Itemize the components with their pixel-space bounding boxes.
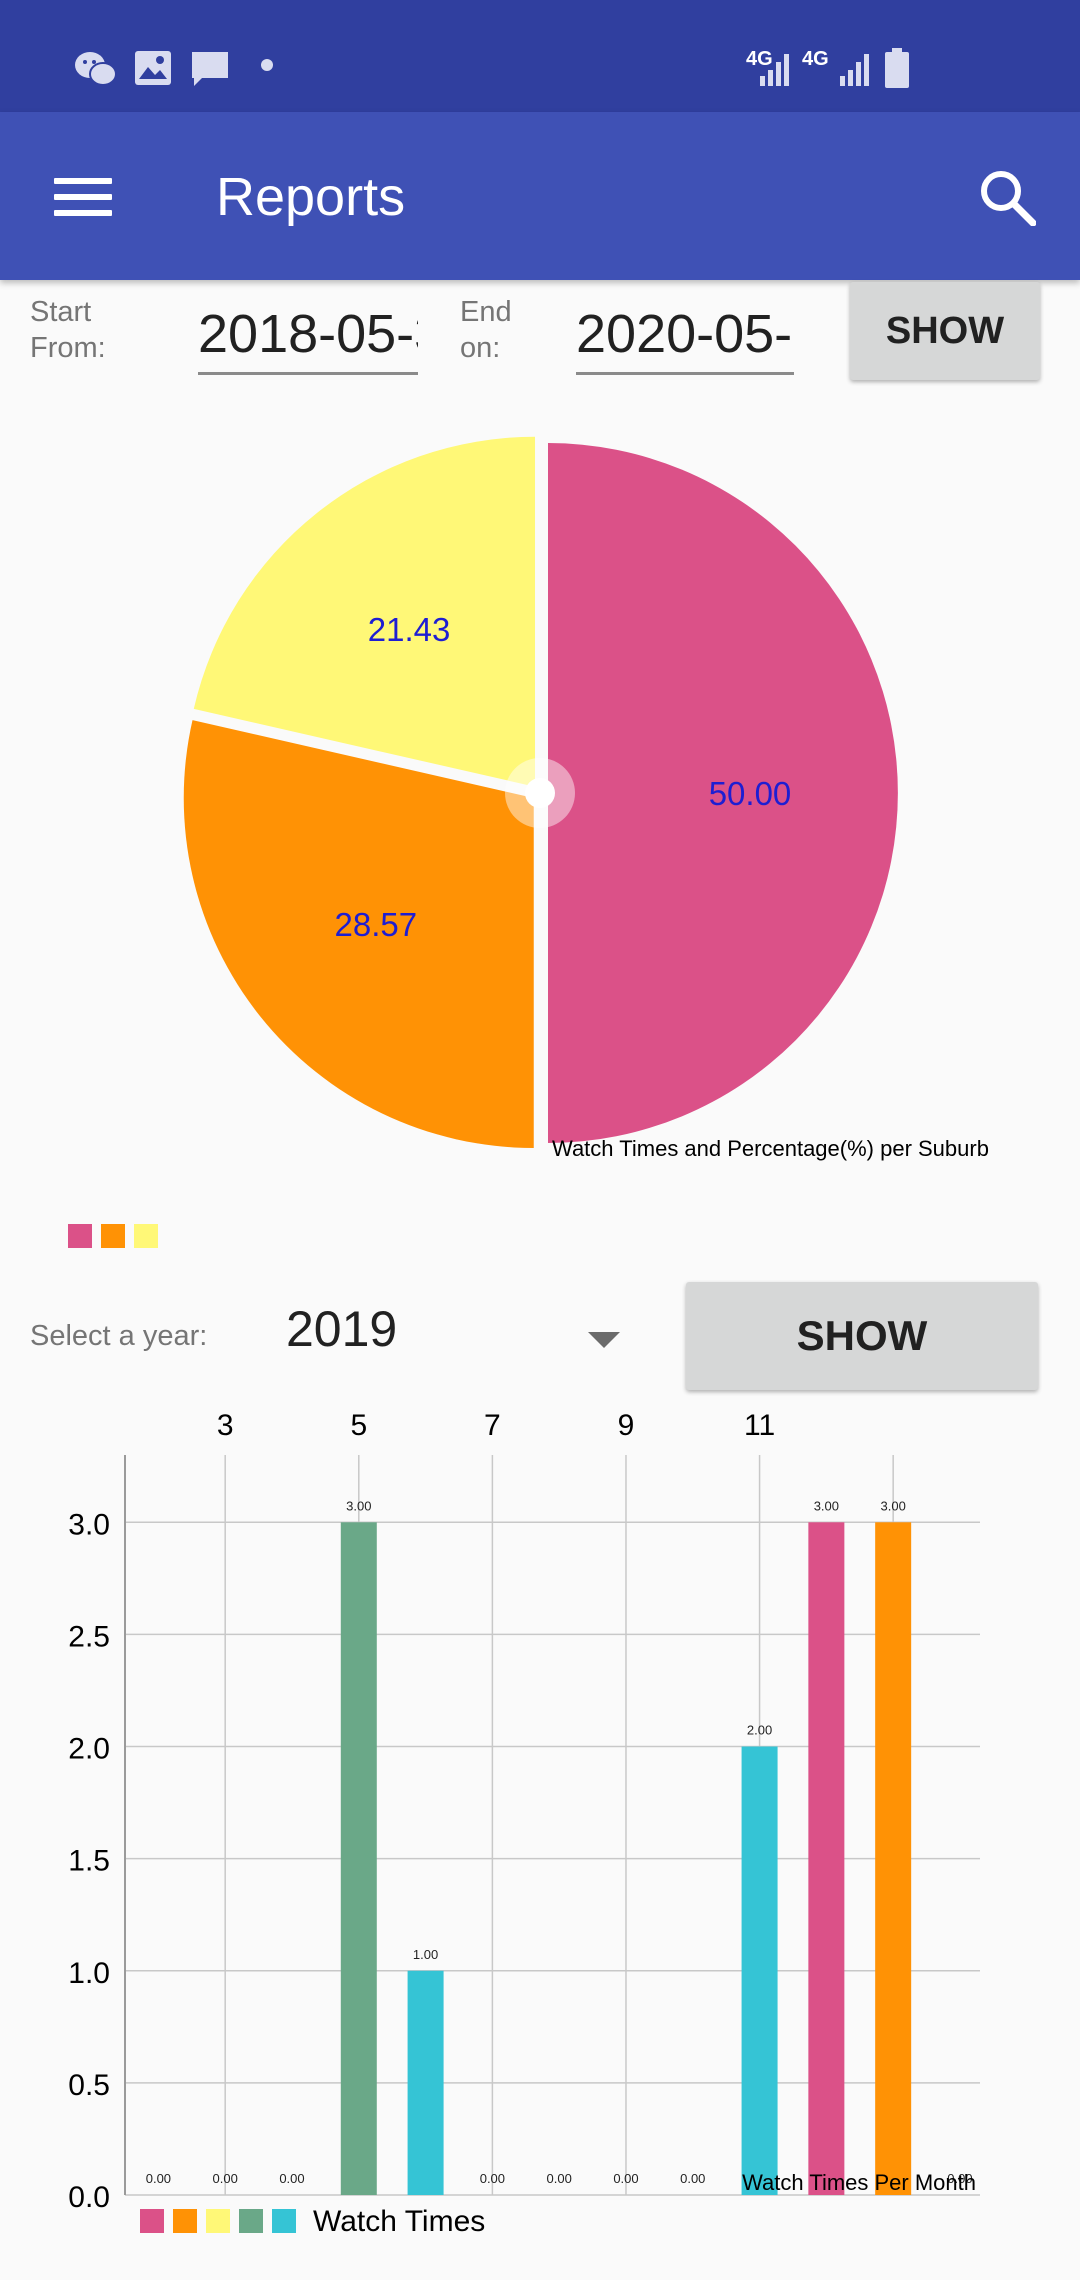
pie-slice[interactable] bbox=[183, 720, 534, 1148]
bar[interactable] bbox=[741, 1746, 778, 2195]
app-bar: Reports bbox=[0, 112, 1080, 280]
y-tick-label: 3.0 bbox=[68, 1508, 110, 1541]
y-tick-label: 0.0 bbox=[68, 2181, 110, 2214]
bar-value-label: 0.00 bbox=[279, 2171, 304, 2186]
network-type-1: 4G bbox=[746, 48, 773, 70]
y-tick-label: 2.5 bbox=[68, 1620, 110, 1653]
pie-slice[interactable] bbox=[548, 443, 898, 1143]
pie-slice[interactable] bbox=[193, 436, 536, 787]
pie-slice-label: 50.00 bbox=[709, 775, 792, 812]
message-icon bbox=[192, 52, 228, 86]
bar-chart-title: Watch Times Per Month bbox=[742, 2170, 976, 2195]
status-bar: 4G 4G bbox=[0, 0, 1080, 112]
chevron-down-icon[interactable] bbox=[588, 1332, 620, 1348]
network-type-2: 4G bbox=[802, 48, 829, 70]
bar-legend-label: Watch Times bbox=[313, 2205, 485, 2238]
legend-swatch bbox=[272, 2209, 296, 2233]
end-date-label: End on: bbox=[460, 296, 512, 364]
bar-value-label: 1.00 bbox=[413, 1947, 438, 1962]
bar[interactable] bbox=[808, 1522, 845, 2195]
start-date-input[interactable]: 2018-05-31 bbox=[198, 296, 418, 375]
bar-value-label: 0.00 bbox=[213, 2171, 238, 2186]
gallery-icon bbox=[135, 51, 171, 85]
pie-legend bbox=[68, 1224, 167, 1250]
wechat-icon bbox=[75, 52, 117, 86]
bar-value-label: 0.00 bbox=[146, 2171, 171, 2186]
legend-swatch bbox=[173, 2209, 197, 2233]
legend-swatch bbox=[239, 2209, 263, 2233]
legend-swatch bbox=[101, 1224, 125, 1248]
dot-icon bbox=[261, 59, 273, 71]
menu-icon[interactable] bbox=[54, 178, 114, 218]
start-date-label: Start From: bbox=[30, 296, 106, 364]
year-label: Select a year: bbox=[30, 1320, 208, 1352]
y-tick-label: 1.5 bbox=[68, 1845, 110, 1878]
bar-chart: 0.0 0.5 1.0 1.5 2.0 2.5 3.0 3 5 7 9 11 0.00 0.00 0.00 3… bbox=[68, 1409, 980, 2238]
y-tick-label: 0.5 bbox=[68, 2069, 110, 2102]
legend-swatch bbox=[134, 1224, 158, 1248]
bar[interactable] bbox=[407, 1970, 444, 2195]
pie-slice-label: 28.57 bbox=[335, 906, 418, 943]
bar-value-label: 2.00 bbox=[747, 1723, 772, 1738]
y-tick-label: 1.0 bbox=[68, 1957, 110, 1990]
bar[interactable] bbox=[340, 1522, 377, 2195]
signal-icon bbox=[760, 54, 789, 86]
show-date-range-button[interactable]: SHOW bbox=[850, 282, 1040, 380]
legend-swatch bbox=[68, 1224, 92, 1248]
x-tick-label: 9 bbox=[618, 1409, 635, 1442]
signal-icon bbox=[840, 54, 869, 86]
pie-chart-title: Watch Times and Percentage(%) per Suburb bbox=[552, 1136, 989, 1161]
x-tick-label: 5 bbox=[350, 1409, 367, 1442]
y-tick-label: 2.0 bbox=[68, 1733, 110, 1766]
pie-center-dot bbox=[525, 778, 555, 808]
search-icon[interactable] bbox=[978, 168, 1036, 226]
bar-value-label: 3.00 bbox=[814, 1498, 839, 1513]
bar-value-label: 0.00 bbox=[947, 2171, 972, 2186]
show-year-button[interactable]: SHOW bbox=[686, 1282, 1038, 1390]
bar-value-label: 0.00 bbox=[547, 2171, 572, 2186]
battery-icon bbox=[885, 48, 909, 88]
legend-swatch bbox=[206, 2209, 230, 2233]
x-tick-label: 7 bbox=[484, 1409, 501, 1442]
legend-swatch bbox=[140, 2209, 164, 2233]
pie-chart: 50.00 28.57 21.43 bbox=[183, 436, 898, 1148]
bar-value-label: 0.00 bbox=[480, 2171, 505, 2186]
bar-value-label: 3.00 bbox=[881, 1498, 906, 1513]
bar-value-label: 0.00 bbox=[680, 2171, 705, 2186]
bar[interactable] bbox=[875, 1522, 912, 2195]
bar-value-label: 3.00 bbox=[346, 1498, 371, 1513]
bar-value-label: 0.00 bbox=[613, 2171, 638, 2186]
page-title: Reports bbox=[216, 167, 406, 227]
pie-slice-label: 21.43 bbox=[368, 611, 451, 648]
x-tick-label: 3 bbox=[217, 1409, 234, 1442]
x-tick-label: 11 bbox=[744, 1409, 775, 1442]
year-select[interactable]: 2019 bbox=[286, 1301, 398, 1357]
end-date-input[interactable]: 2020-05-31 bbox=[576, 296, 794, 375]
